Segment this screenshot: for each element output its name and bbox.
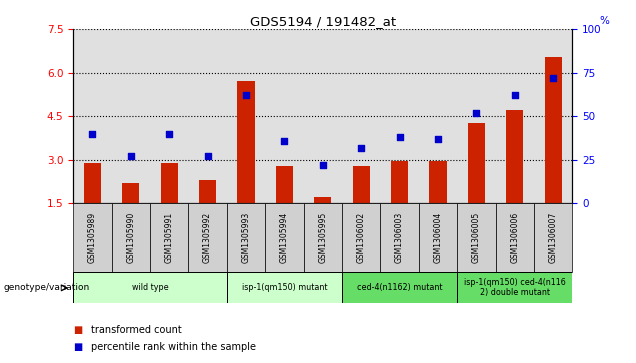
Bar [495,203,534,272]
Text: GSM1306004: GSM1306004 [434,212,443,264]
Bar [150,203,188,272]
Bar [303,203,342,272]
Text: ■: ■ [73,325,83,335]
Point [433,136,443,142]
Point [164,131,174,136]
Text: ced-4(n1162) mutant: ced-4(n1162) mutant [357,283,442,292]
Bar [227,272,342,303]
Point [394,134,404,140]
Bar [73,203,111,272]
Bar [467,123,485,203]
Text: genotype/variation: genotype/variation [3,284,90,292]
Bar [73,272,227,303]
Bar [544,57,562,203]
Text: GSM1306005: GSM1306005 [472,212,481,264]
Bar [391,161,408,203]
Bar [418,203,457,272]
Bar [380,203,418,272]
Text: GSM1306002: GSM1306002 [357,212,366,263]
Point [202,153,212,159]
Bar [84,163,101,203]
Text: wild type: wild type [132,283,169,292]
Point [279,138,289,143]
Point [126,153,136,159]
Text: GSM1305991: GSM1305991 [165,212,174,263]
Bar [352,166,370,203]
Text: isp-1(qm150) mutant: isp-1(qm150) mutant [242,283,327,292]
Text: GSM1305993: GSM1305993 [242,212,251,264]
Text: GSM1306006: GSM1306006 [510,212,519,264]
Bar [265,203,303,272]
Text: GSM1305990: GSM1305990 [127,212,135,264]
Text: GSM1305994: GSM1305994 [280,212,289,264]
Text: GSM1306007: GSM1306007 [549,212,558,264]
Bar [457,203,495,272]
Text: %: % [600,16,610,25]
Bar [160,163,178,203]
Bar [314,197,331,203]
Bar [122,183,139,203]
Bar [457,272,572,303]
Bar [276,166,293,203]
Point [241,92,251,98]
Bar [534,203,572,272]
Text: transformed count: transformed count [91,325,182,335]
Text: GSM1305989: GSM1305989 [88,212,97,263]
Text: ■: ■ [73,342,83,352]
Bar [199,180,216,203]
Bar [237,81,254,203]
Bar [111,203,150,272]
Bar [342,272,457,303]
Bar [506,110,523,203]
Bar [188,203,227,272]
Text: isp-1(qm150) ced-4(n116
2) double mutant: isp-1(qm150) ced-4(n116 2) double mutant [464,278,565,297]
Point [356,144,366,150]
Bar [429,161,446,203]
Point [471,110,481,115]
Bar [342,203,380,272]
Text: GSM1305992: GSM1305992 [203,212,212,263]
Text: GSM1305995: GSM1305995 [318,212,328,264]
Bar [227,203,265,272]
Point [548,75,558,81]
Point [509,92,520,98]
Title: GDS5194 / 191482_at: GDS5194 / 191482_at [250,15,396,28]
Point [317,162,328,168]
Text: percentile rank within the sample: percentile rank within the sample [91,342,256,352]
Text: GSM1306003: GSM1306003 [395,212,404,264]
Point [87,131,97,136]
